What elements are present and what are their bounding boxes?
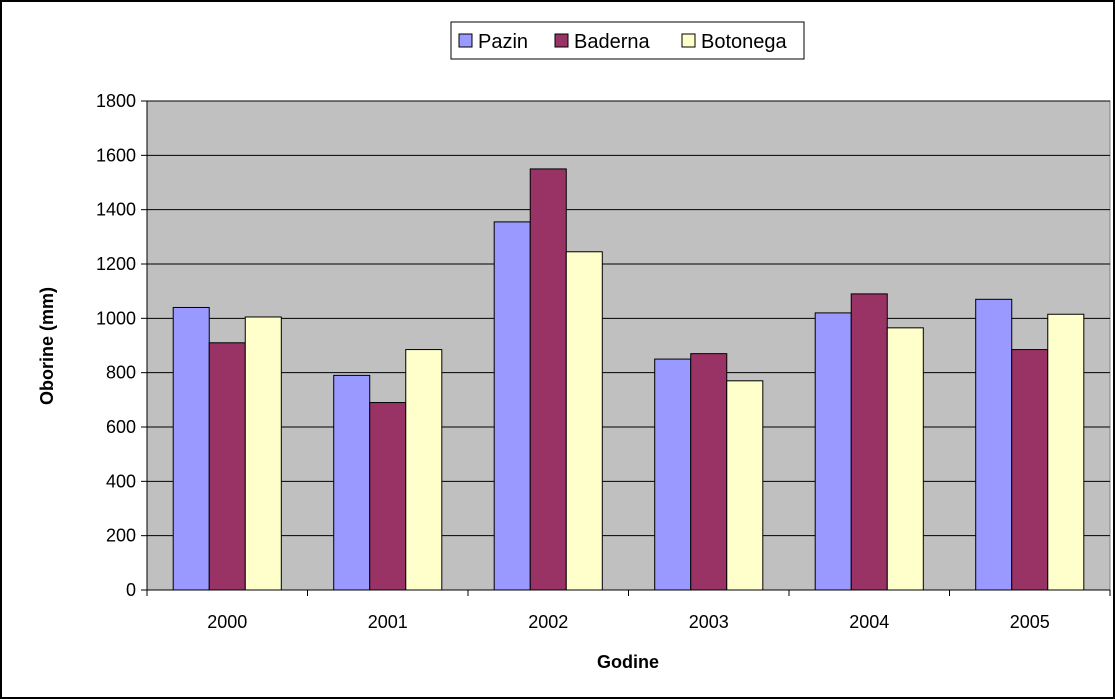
legend-swatch-pazin	[458, 33, 473, 48]
legend-swatch-botonega	[681, 33, 696, 48]
legend-label-baderna: Baderna	[574, 31, 650, 53]
x-tick-label: 2002	[528, 612, 568, 632]
x-tick-label: 2004	[849, 612, 889, 632]
bar-pazin-2002	[493, 221, 531, 591]
x-tick-label: 2005	[1010, 612, 1050, 632]
x-tick-label: 2003	[689, 612, 729, 632]
y-tick-label: 1400	[96, 200, 136, 220]
x-tick-label: 2001	[368, 612, 408, 632]
bar-baderna-2005	[1011, 349, 1049, 591]
bar-pazin-2001	[333, 374, 371, 591]
bar-pazin-2003	[654, 358, 692, 591]
x-tick-labels: 2000 2001 2002 2003 2004 2005	[207, 612, 1050, 632]
y-tick-label: 1800	[96, 91, 136, 111]
y-tick-label: 800	[106, 363, 136, 383]
bar-pazin-2000	[172, 306, 210, 591]
bars	[172, 168, 1085, 591]
y-tick-label: 1000	[96, 308, 136, 328]
plot-area	[146, 100, 1111, 591]
bar-baderna-2000	[208, 342, 246, 591]
legend-label-botonega: Botonega	[701, 31, 788, 53]
y-tick-label: 200	[106, 526, 136, 546]
x-tick-label: 2000	[207, 612, 247, 632]
legend-box	[450, 21, 805, 60]
bar-botonega-2004	[886, 327, 924, 591]
legend-swatch-baderna	[554, 33, 569, 48]
y-tick-label: 1200	[96, 254, 136, 274]
bar-botonega-2001	[405, 349, 443, 591]
axes	[141, 100, 1111, 596]
bar-baderna-2001	[369, 402, 407, 591]
x-axis-title: Godine	[597, 652, 659, 672]
bar-botonega-2005	[1047, 313, 1085, 591]
legend-label-pazin: Pazin	[478, 31, 528, 53]
y-tick-label: 600	[106, 417, 136, 437]
y-tick-labels: 0 200 400 600 800 1000 1200 1400 1600 1800	[96, 91, 136, 600]
y-tick-label: 0	[126, 580, 136, 600]
bar-botonega-2000	[244, 316, 282, 591]
bar-pazin-2004	[814, 312, 852, 591]
y-axis-title: Oborine (mm)	[37, 287, 57, 405]
y-tick-label: 400	[106, 471, 136, 491]
legend: Pazin Baderna Botonega	[450, 21, 805, 60]
bar-baderna-2002	[529, 168, 567, 591]
bar-botonega-2002	[565, 251, 603, 591]
gridlines	[147, 100, 1110, 537]
bar-baderna-2004	[850, 293, 888, 591]
y-tick-label: 1600	[96, 145, 136, 165]
bar-botonega-2003	[726, 380, 764, 591]
bar-baderna-2003	[690, 353, 728, 591]
bar-pazin-2005	[975, 298, 1013, 591]
